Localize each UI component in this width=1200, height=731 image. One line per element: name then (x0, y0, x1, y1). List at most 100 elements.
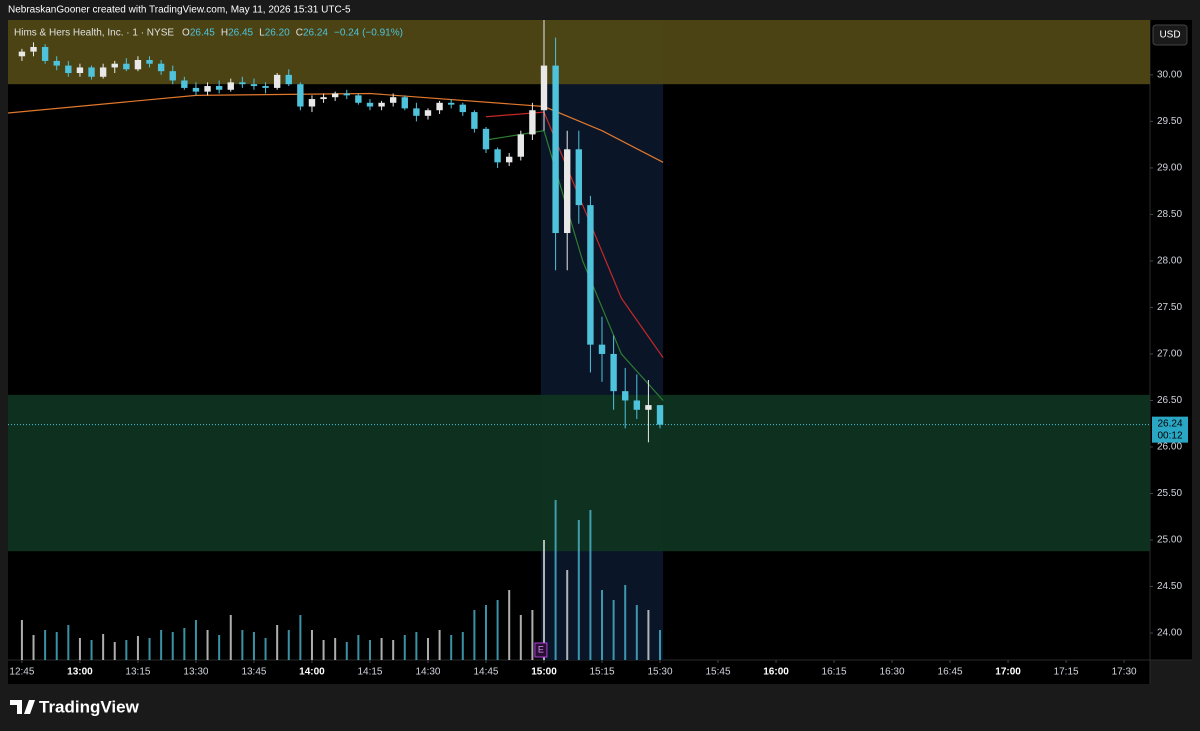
volume-bar (171, 632, 174, 660)
candle-body (447, 102, 455, 105)
legend-value: 26.45 (190, 28, 215, 39)
candle-body (88, 67, 95, 77)
symbol: Hims & Hers Health, Inc. · 1 · NYSE (14, 28, 174, 39)
volume-bar (450, 635, 453, 660)
candle-body (389, 97, 397, 103)
candle-body (239, 82, 246, 85)
candle-body (157, 63, 165, 72)
currency-button[interactable] (1152, 24, 1188, 46)
volume-bar (229, 615, 232, 660)
x-tick-label: 16:00 (763, 667, 789, 678)
candle-body (65, 65, 72, 74)
x-tick-label: 14:30 (415, 667, 440, 678)
volume-bar (287, 630, 290, 660)
candle-body (53, 60, 60, 66)
volume-bar (508, 590, 511, 660)
candle-body (30, 46, 37, 52)
candle-body (134, 60, 142, 70)
volume-bar (635, 605, 638, 660)
volume-bar (334, 638, 337, 660)
volume-bar (392, 640, 395, 660)
x-tick-label: 15:30 (648, 667, 673, 678)
candle-body (459, 104, 466, 113)
candle-body (41, 46, 49, 61)
volume-bar (577, 520, 580, 660)
candle-body (204, 86, 211, 92)
volume-bar (136, 636, 139, 660)
volume-bar (90, 640, 93, 660)
y-tick-label: 24.50 (1157, 581, 1182, 592)
candle-body (436, 102, 443, 111)
legend-key: C (296, 28, 303, 39)
volume-bar (102, 634, 105, 660)
logo-text: TradingView (39, 697, 140, 716)
y-tick-label: 27.00 (1157, 349, 1182, 360)
candle-body (656, 405, 664, 425)
candle-body (331, 93, 339, 98)
y-tick-label: 26.50 (1157, 395, 1182, 406)
candle-body (215, 86, 223, 90)
candle-body (529, 110, 536, 135)
volume-bar (647, 610, 650, 660)
candle-body (76, 67, 84, 74)
x-tick-label: 17:30 (1112, 667, 1137, 678)
y-tick-label: 30.00 (1157, 70, 1182, 81)
candle-body (517, 134, 524, 157)
candle-body (285, 74, 292, 85)
x-tick-label: 15:45 (706, 667, 731, 678)
volume-bar (496, 600, 499, 660)
candle-body (471, 112, 478, 129)
candle-body (123, 63, 130, 70)
volume-bar (32, 635, 35, 660)
volume-bar (78, 638, 81, 660)
y-tick-label: 26.00 (1157, 442, 1182, 453)
candle-body (181, 80, 188, 88)
y-tick-label: 24.00 (1157, 628, 1182, 639)
volume-bar (368, 640, 371, 660)
y-tick-label: 29.00 (1157, 163, 1182, 174)
currency[interactable]: USD (1159, 30, 1180, 41)
candle-body (413, 108, 420, 116)
volume-bar (299, 615, 302, 660)
candle-body (622, 391, 629, 401)
legend-value: 26.45 (228, 28, 253, 39)
candle-body (610, 353, 617, 392)
moving-average (485, 111, 664, 359)
volume-bar (194, 620, 197, 660)
x-tick-label: 16:45 (938, 667, 963, 678)
volume-bar (601, 590, 604, 660)
candle-body (227, 82, 234, 90)
candle-body (645, 405, 652, 410)
volume-bar (276, 625, 279, 660)
volume-bar (415, 632, 418, 660)
candle-body (320, 97, 327, 100)
x-tick-label: 17:15 (1054, 667, 1079, 678)
volume-bar (44, 630, 47, 660)
legend-key: O (182, 28, 190, 39)
volume-bar (612, 600, 615, 660)
volume-bar (589, 510, 592, 660)
volume-bar (426, 638, 429, 660)
last-price-label: 26.24 (1157, 418, 1182, 429)
candle-body (378, 102, 385, 107)
x-tick-label: 13:00 (67, 667, 93, 678)
volume-bar (241, 630, 244, 660)
volume-bar (345, 642, 348, 660)
x-tick-label: 14:00 (299, 667, 325, 678)
candle-body (146, 60, 153, 64)
volume-bar (438, 630, 441, 660)
legend-value: 26.24 (303, 28, 328, 39)
volume-bar (183, 628, 186, 660)
volume-bar (55, 632, 58, 660)
volume-bar (659, 630, 662, 660)
zone (8, 20, 1150, 85)
x-tick-label: 14:15 (357, 667, 382, 678)
candle-body (552, 65, 559, 234)
plot (8, 20, 1150, 660)
legend-key: H (221, 28, 228, 39)
price-axis (1150, 20, 1192, 660)
x-tick-label: 13:30 (183, 667, 208, 678)
y-tick-label: 28.50 (1157, 209, 1182, 220)
